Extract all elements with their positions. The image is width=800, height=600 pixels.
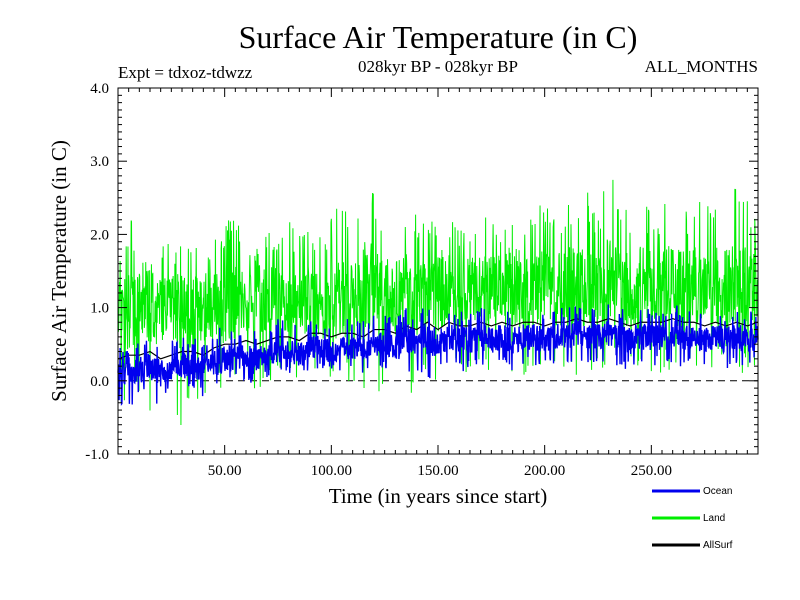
plot-area — [117, 179, 759, 425]
x-axis-label: Time (in years since start) — [329, 484, 548, 508]
y-axis-label: Surface Air Temperature (in C) — [47, 140, 71, 402]
series-ocean-line — [117, 304, 759, 406]
experiment-label: Expt = tdxoz-tdwzz — [118, 63, 253, 82]
legend-label-land: Land — [703, 513, 725, 524]
x-tick-label: 50.00 — [208, 463, 242, 479]
axes: 50.00 100.00 150.00 200.00 250.00 -1.0 0.0 1.0 2… — [85, 81, 759, 479]
y-tick-label: 2.0 — [90, 227, 109, 243]
x-tick-label: 100.00 — [311, 463, 352, 479]
y-tick-label: 4.0 — [90, 81, 109, 97]
series-land-line — [117, 179, 759, 425]
legend: Ocean Land AllSurf — [652, 486, 733, 551]
y-tick-label: -1.0 — [85, 447, 109, 463]
legend-label-ocean: Ocean — [703, 486, 732, 497]
y-tick-label: 3.0 — [90, 154, 109, 170]
x-tick-label: 150.00 — [417, 463, 458, 479]
chart-title: Surface Air Temperature (in C) — [239, 19, 638, 55]
x-tick-label: 250.00 — [631, 463, 672, 479]
months-label: ALL_MONTHS — [645, 57, 758, 76]
period-label: 028kyr BP - 028kyr BP — [358, 57, 518, 76]
y-tick-label: 0.0 — [90, 374, 109, 390]
legend-label-allsurf: AllSurf — [703, 540, 733, 551]
y-tick-label: 1.0 — [90, 301, 109, 317]
x-tick-label: 200.00 — [524, 463, 565, 479]
